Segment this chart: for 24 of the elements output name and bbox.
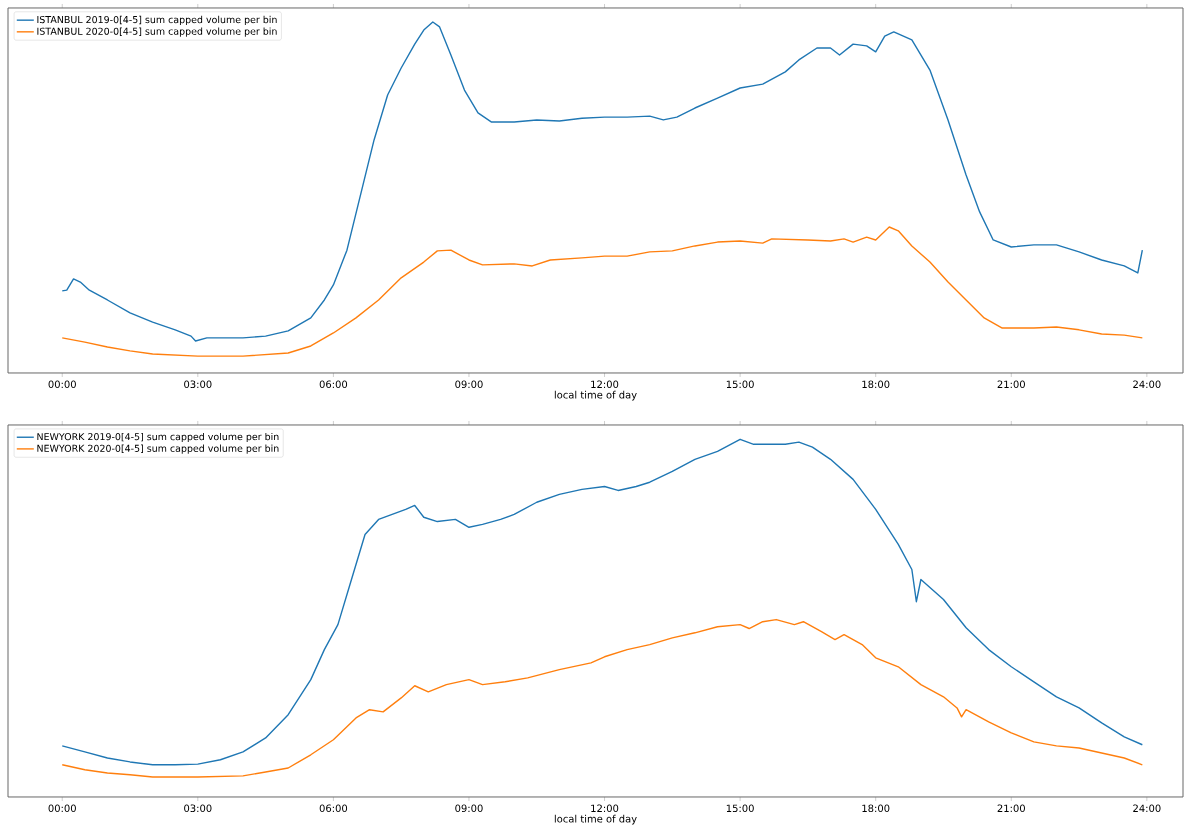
legend-label: ISTANBUL 2019-0[4-5] sum capped volume per bin (37, 15, 277, 25)
x-tick-label: 00:00 (48, 380, 76, 389)
x-axis-title: local time of day (554, 814, 637, 825)
x-tick-label: 12:00 (591, 380, 619, 389)
x-tick-label: 00:00 (48, 804, 76, 813)
x-tick-label: 09:00 (455, 380, 483, 389)
x-tick-label: 09:00 (455, 804, 483, 813)
x-tick-label: 15:00 (726, 804, 754, 813)
legend-label: NEWYORK 2020-0[4-5] sum capped volume per bin (37, 444, 279, 454)
x-tick-label: 18:00 (862, 804, 890, 813)
legend-label: ISTANBUL 2020-0[4-5] sum capped volume per bin (37, 27, 277, 37)
x-tick-label: 03:00 (184, 380, 212, 389)
x-tick-label: 06:00 (319, 380, 348, 389)
legend-label: NEWYORK 2019-0[4-5] sum capped volume per bin (37, 432, 279, 443)
x-axis-title: local time of day (554, 390, 637, 401)
x-tick-label: 21:00 (997, 380, 1025, 389)
x-tick-label: 12:00 (591, 804, 619, 813)
x-tick-label: 18:00 (862, 380, 890, 389)
x-tick-label: 15:00 (726, 380, 754, 389)
x-tick-label: 24:00 (1133, 380, 1161, 389)
x-tick-label: 24:00 (1133, 804, 1161, 813)
x-tick-label: 06:00 (319, 804, 348, 813)
x-tick-label: 03:00 (184, 804, 212, 813)
x-tick-label: 21:00 (997, 804, 1025, 813)
